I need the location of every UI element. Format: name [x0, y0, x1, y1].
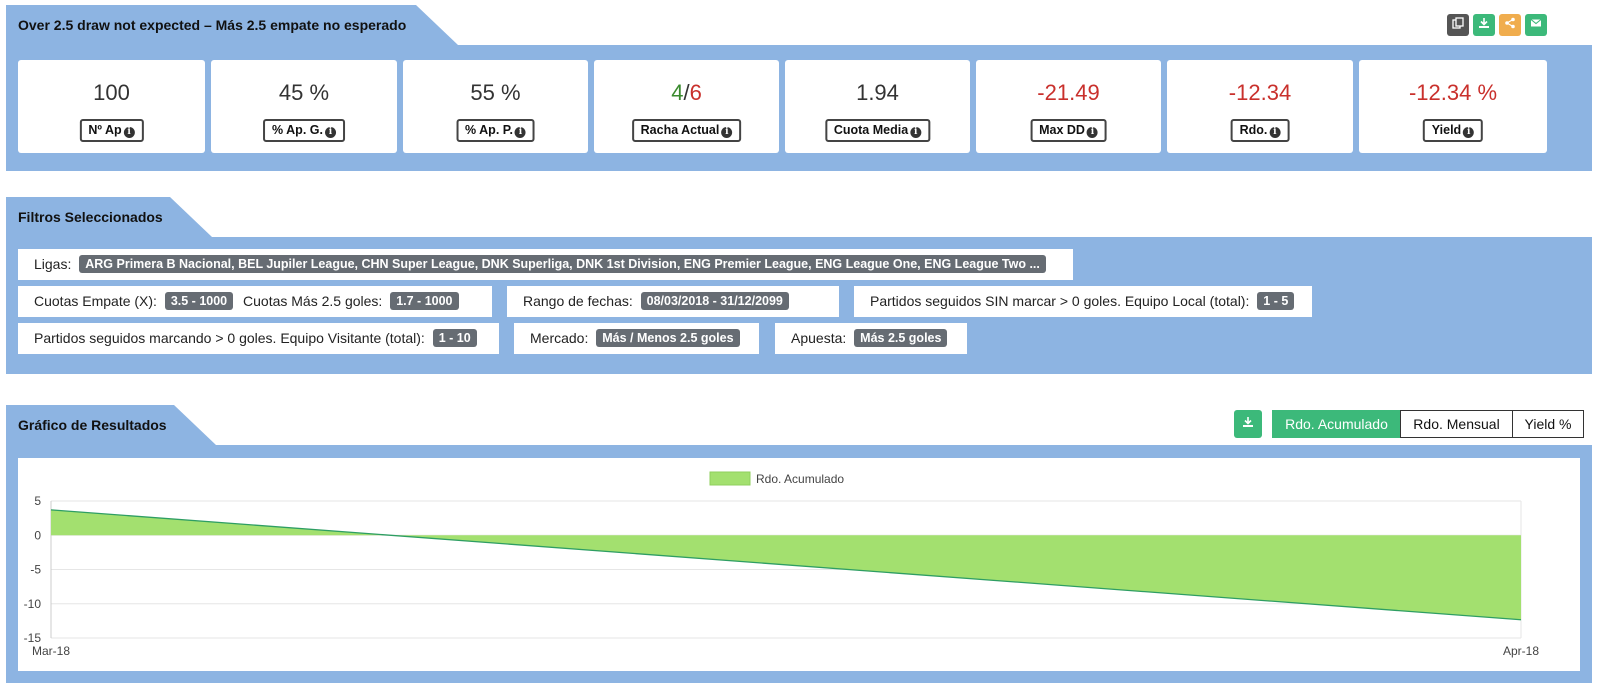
filter-cuotas: Cuotas Empate (X): 3.5 - 1000 Cuotas Más…	[18, 286, 492, 317]
stat-card-cuota-media: 1.94 Cuota Media i	[785, 60, 970, 153]
racha-separator: /	[683, 80, 690, 105]
filter-label: Partidos seguidos SIN marcar > 0 goles. …	[870, 293, 1250, 309]
info-icon: i	[1463, 127, 1475, 138]
results-section: Gráfico de Resultados Rdo. Acumulado Rdo…	[6, 405, 1592, 683]
chart-container: 5 0 -5 -10 -15 Mar-18 Apr-18 Rdo. Acumulado	[18, 458, 1580, 671]
stat-card-rdo: -12.34 Rdo. i	[1167, 60, 1353, 153]
stat-label-button[interactable]: Max DD i	[1030, 119, 1107, 142]
series-line	[50, 509, 1522, 621]
info-icon: i	[910, 127, 922, 138]
stat-label-button[interactable]: Yield i	[1422, 119, 1484, 142]
filter-apuesta: Apuesta: Más 2.5 goles	[775, 323, 967, 354]
stat-card-num-ap: 100 Nº Ap i	[18, 60, 205, 153]
y-tick-label: 5	[34, 494, 41, 508]
filter-label: Cuotas Empate (X):	[34, 293, 157, 309]
stat-label-button[interactable]: Nº Ap i	[79, 119, 144, 142]
filter-label: Partidos seguidos marcando > 0 goles. Eq…	[34, 330, 425, 346]
filter-sin-marcar: Partidos seguidos SIN marcar > 0 goles. …	[854, 286, 1312, 317]
filter-label: Rango de fechas:	[523, 293, 633, 309]
filter-label: Cuotas Más 2.5 goles:	[243, 293, 383, 309]
filters-panel: Ligas: ARG Primera B Nacional, BEL Jupil…	[6, 237, 1592, 374]
info-icon: i	[123, 127, 135, 138]
legend-swatch	[709, 471, 751, 486]
stat-card-pct-ap-p: 55 % % Ap. P. i	[403, 60, 588, 153]
racha-total: 6	[689, 80, 702, 105]
download-chart-button[interactable]	[1234, 410, 1262, 438]
stat-value: 45 %	[278, 80, 330, 105]
download-icon[interactable]	[1473, 14, 1495, 36]
stat-label-text: Nº Ap	[88, 123, 122, 137]
results-title: Gráfico de Resultados	[6, 405, 216, 445]
filter-label: Ligas:	[34, 256, 72, 272]
stat-label-text: % Ap. P.	[465, 123, 513, 137]
strategy-title: Over 2.5 draw not expected – Más 2.5 emp…	[6, 5, 458, 45]
filter-badge: Más / Menos 2.5 goles	[596, 329, 740, 347]
stat-label-button[interactable]: % Ap. P. i	[456, 119, 535, 142]
stat-label-text: % Ap. G.	[272, 123, 323, 137]
copy-icon[interactable]	[1447, 14, 1469, 36]
x-tick-label: Apr-18	[1503, 644, 1539, 658]
filters-section: Filtros Seleccionados Ligas: ARG Primera…	[6, 197, 1592, 374]
stat-value: -12.34 %	[1408, 80, 1498, 105]
info-icon: i	[324, 127, 336, 138]
filters-title: Filtros Seleccionados	[6, 197, 212, 237]
tab-rdo-mensual[interactable]: Rdo. Mensual	[1400, 410, 1513, 438]
filter-rango-fechas: Rango de fechas: 08/03/2018 - 31/12/2099	[507, 286, 839, 317]
stat-label-button[interactable]: Rdo. i	[1230, 119, 1290, 142]
filter-badge: 3.5 - 1000	[164, 292, 234, 310]
info-icon: i	[514, 127, 526, 138]
stats-panel: 100 Nº Ap i 45 % % Ap. G. i 55 % % Ap. P. i…	[6, 45, 1592, 171]
x-tick-label: Mar-18	[32, 644, 70, 658]
filter-badge: 1 - 5	[1257, 292, 1295, 310]
filter-marcando: Partidos seguidos marcando > 0 goles. Eq…	[18, 323, 499, 354]
stat-label-text: Racha Actual	[640, 123, 720, 137]
filter-badge: 1 - 10	[432, 329, 477, 347]
filter-ligas: Ligas: ARG Primera B Nacional, BEL Jupil…	[18, 249, 1073, 280]
filter-badge: Más 2.5 goles	[854, 329, 948, 347]
y-tick-label: -10	[24, 597, 42, 611]
stat-label-button[interactable]: Cuota Media i	[824, 119, 931, 142]
filter-label: Mercado:	[530, 330, 589, 346]
filter-badge: ARG Primera B Nacional, BEL Jupiler Leag…	[79, 255, 1046, 273]
info-icon: i	[1269, 127, 1281, 138]
stat-card-racha-actual: 4/6 Racha Actual i	[594, 60, 779, 153]
info-icon: i	[1086, 127, 1098, 138]
stat-value: 55 %	[470, 80, 521, 105]
envelope-icon[interactable]	[1525, 14, 1547, 36]
download-icon	[1243, 417, 1253, 427]
stat-label-button[interactable]: Racha Actual i	[631, 119, 742, 142]
stat-value: 1.94	[856, 80, 899, 105]
stat-label-text: Yield	[1431, 123, 1462, 137]
filter-badge: 1.7 - 1000	[390, 292, 459, 310]
stat-card-yield: -12.34 % Yield i	[1359, 60, 1547, 153]
tab-rdo-acumulado[interactable]: Rdo. Acumulado	[1272, 410, 1401, 438]
stat-label-text: Max DD	[1039, 123, 1085, 137]
tab-yield[interactable]: Yield %	[1512, 410, 1584, 438]
y-tick-label: -5	[30, 563, 41, 577]
filter-mercado: Mercado: Más / Menos 2.5 goles	[514, 323, 759, 354]
stat-label-text: Rdo.	[1239, 123, 1268, 137]
legend-label: Rdo. Acumulado	[756, 472, 844, 486]
y-tick-label: -15	[24, 631, 42, 645]
stat-value: -12.34	[1228, 80, 1292, 105]
stat-card-max-dd: -21.49 Max DD i	[976, 60, 1161, 153]
stat-value: 100	[93, 80, 130, 105]
filter-badge: 08/03/2018 - 31/12/2099	[640, 292, 789, 310]
stat-label-text: Cuota Media	[833, 123, 909, 137]
stat-value: -21.49	[1037, 80, 1100, 105]
y-tick-label: 0	[34, 528, 41, 542]
strategy-summary-section: Over 2.5 draw not expected – Más 2.5 emp…	[6, 5, 1592, 171]
stat-value: 4/6	[594, 80, 779, 106]
info-icon: i	[721, 127, 733, 138]
stat-label-button[interactable]: % Ap. G. i	[263, 119, 345, 142]
chart-panel: 5 0 -5 -10 -15 Mar-18 Apr-18 Rdo. Acumulado	[6, 445, 1592, 683]
racha-wins: 4	[671, 80, 684, 105]
stat-card-pct-ap-g: 45 % % Ap. G. i	[211, 60, 397, 153]
filter-label: Apuesta:	[791, 330, 847, 346]
share-icon[interactable]	[1499, 14, 1521, 36]
